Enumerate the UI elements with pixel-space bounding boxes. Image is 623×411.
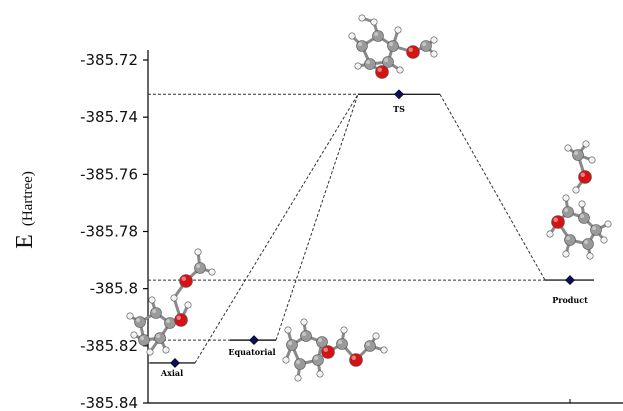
dashed-connectors — [148, 93, 547, 364]
point-label-equatorial: Equatorial — [228, 347, 275, 357]
y-tick-label: -385.84 — [80, 394, 138, 411]
product-methanol-image — [564, 140, 596, 194]
y-tick-label: -385.78 — [80, 223, 138, 241]
product-ring-image — [546, 194, 612, 260]
ts-molecule-image — [348, 14, 438, 79]
connector-dashed-line — [275, 94, 359, 341]
y-tick-label: -385.74 — [80, 108, 138, 126]
energy-marker-axial — [170, 358, 180, 368]
y-axis-label-unit: (Hartree) — [20, 171, 36, 226]
y-ticks: -385.72 -385.74 -385.76 -385.78 -385.8 -385.8… — [80, 51, 571, 411]
equatorial-molecule-image — [282, 318, 388, 382]
energy-markers — [170, 89, 575, 368]
y-axis-label: E (Hartree) — [12, 171, 38, 249]
connector-dashed-line — [439, 94, 546, 281]
energy-marker-equatorial — [249, 335, 259, 346]
point-label-ts: TS — [393, 104, 405, 114]
energy-marker-product — [565, 275, 575, 286]
connector-dashed-line — [194, 94, 359, 364]
svg-text:E (Hartree): E (Hartree) — [12, 171, 38, 249]
y-tick-label: -385.72 — [80, 51, 138, 69]
y-axis-label-symbol: E — [12, 234, 38, 249]
point-label-product: Product — [552, 295, 588, 305]
y-tick-label: -385.82 — [80, 337, 138, 355]
molecule-images — [126, 14, 612, 382]
y-tick-label: -385.8 — [90, 280, 138, 298]
point-label-axial: Axial — [160, 368, 183, 378]
y-tick-label: -385.76 — [80, 165, 138, 183]
point-labels: Axial Equatorial TS Product — [160, 104, 588, 378]
energy-levels — [150, 93, 594, 364]
axial-molecule-image — [126, 248, 216, 356]
energy-marker-ts — [394, 89, 404, 100]
